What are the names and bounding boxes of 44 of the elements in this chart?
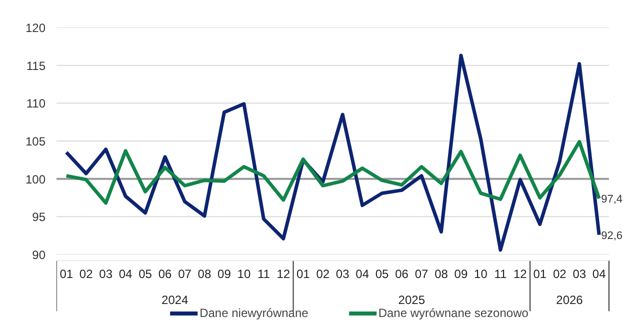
x-tick-label: 07 xyxy=(178,267,192,281)
text: 2026 xyxy=(556,293,584,307)
x-tick-label: 02 xyxy=(552,267,567,281)
x-tick-label: 06 xyxy=(158,267,172,281)
y-tick-label: 95 xyxy=(32,210,46,224)
x-tick-label: 03 xyxy=(336,267,350,281)
y-tick-label: 115 xyxy=(26,58,46,73)
x-tick-label: 03 xyxy=(99,267,113,281)
line-series xyxy=(64,54,601,252)
x-tick-label: 11 xyxy=(257,267,270,281)
x-tick-label: 12 xyxy=(513,267,528,281)
text: 2024 xyxy=(162,293,189,307)
x-tick-label: 01 xyxy=(296,267,310,281)
y-tick-label: 100 xyxy=(25,172,46,186)
line-series xyxy=(64,140,601,205)
legend-label: Dane niewyrównane xyxy=(200,306,308,320)
x-tick-label: 05 xyxy=(375,267,390,281)
legend-label: Dane wyrównane sezonowo xyxy=(378,306,528,320)
x-tick-label: 08 xyxy=(198,267,212,281)
y-tick-label: 120 xyxy=(25,21,46,35)
x-tick-label: 09 xyxy=(218,267,232,281)
x-tick-label: 11 xyxy=(494,267,507,281)
x-tick-label: 09 xyxy=(454,267,468,281)
x-tick-label: 08 xyxy=(434,267,448,281)
y-tick-label: 90 xyxy=(32,248,46,262)
x-tick-label: 10 xyxy=(474,267,488,281)
x-tick-label: 05 xyxy=(138,267,152,281)
x-tick-label: 01 xyxy=(533,267,547,281)
x-tick-label: 04 xyxy=(118,267,133,281)
x-tick-label: 02 xyxy=(316,267,330,281)
y-tick-label: 110 xyxy=(26,96,46,111)
x-tick-label: 12 xyxy=(276,267,290,281)
data-label: 92,6 xyxy=(601,230,623,242)
x-tick-label: 10 xyxy=(237,267,251,281)
y-tick-label: 105 xyxy=(25,134,46,148)
x-tick-label: 07 xyxy=(414,267,429,281)
x-tick-label: 03 xyxy=(572,267,586,281)
x-tick-label: 02 xyxy=(79,267,94,281)
x-tick-label: 06 xyxy=(395,267,409,281)
x-tick-label: 01 xyxy=(60,267,74,281)
text: 2025 xyxy=(398,293,426,307)
x-tick-label: 04 xyxy=(592,267,606,281)
data-label: 97,4 xyxy=(601,194,623,206)
x-tick-label: 04 xyxy=(356,267,370,281)
